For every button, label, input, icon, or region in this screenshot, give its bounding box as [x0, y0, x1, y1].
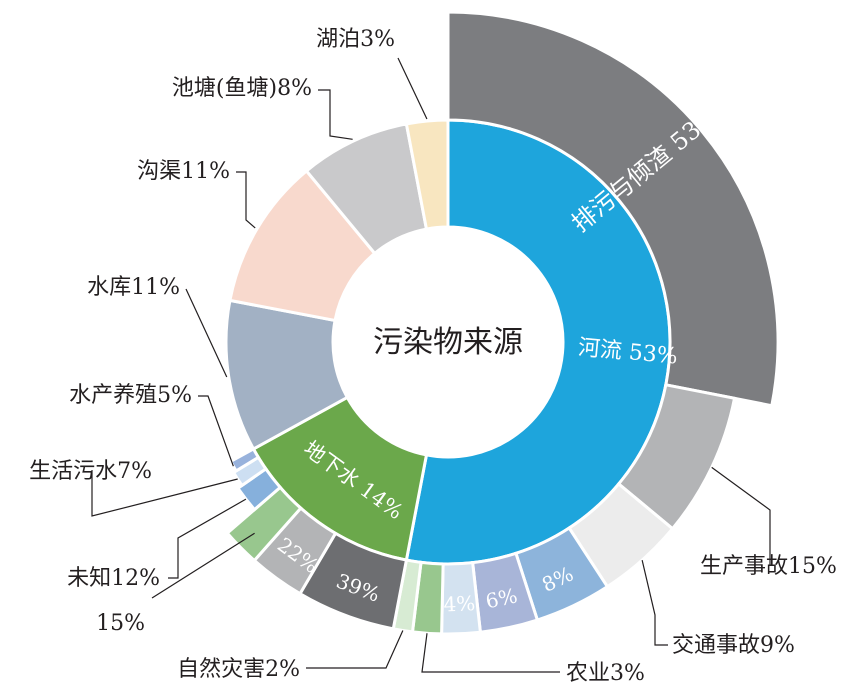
leader-traffic-accident [641, 559, 668, 646]
leader-pond [318, 89, 353, 140]
leader-domestic-sewage [91, 470, 238, 517]
leader-unknown [168, 498, 247, 579]
label-domestic-sewage: 生活污水7% [29, 459, 152, 484]
label-river-4-: 4% [443, 591, 476, 616]
leader-aquaculture [198, 395, 234, 467]
river-slice-排污与倾渣 [446, 10, 780, 408]
label-unknown: 未知12% [67, 566, 160, 591]
label-natural-disaster: 自然灾害2% [177, 657, 300, 682]
label-aquaculture: 水产养殖5% [69, 383, 192, 408]
leader-groundwater-15 [151, 532, 255, 599]
leader-natural-disaster [306, 630, 404, 669]
inner-ring [224, 118, 672, 566]
leader-ditch [236, 171, 256, 229]
label-ditch: 沟渠11% [137, 159, 230, 184]
label-pond: 池塘(鱼塘)8% [172, 76, 312, 101]
label-agriculture: 农业3% [566, 661, 645, 686]
leader-agriculture [421, 633, 560, 673]
label-reservoir: 水库11% [87, 275, 180, 300]
groundwater-slice-水产养殖 [228, 446, 261, 473]
label-traffic-accident: 交通事故9% [672, 633, 795, 658]
leader-production-accident [711, 466, 771, 565]
leader-lines [91, 57, 771, 673]
center-hole [333, 227, 563, 457]
label-production-accident: 生产事故15% [700, 554, 837, 579]
leader-lake [397, 57, 428, 120]
label-groundwater-15: 15% [96, 611, 145, 636]
leader-reservoir [185, 288, 228, 378]
outer-ring [225, 10, 780, 636]
center-label: 污染物来源 [373, 325, 523, 360]
label-lake: 湖泊3% [316, 27, 395, 52]
